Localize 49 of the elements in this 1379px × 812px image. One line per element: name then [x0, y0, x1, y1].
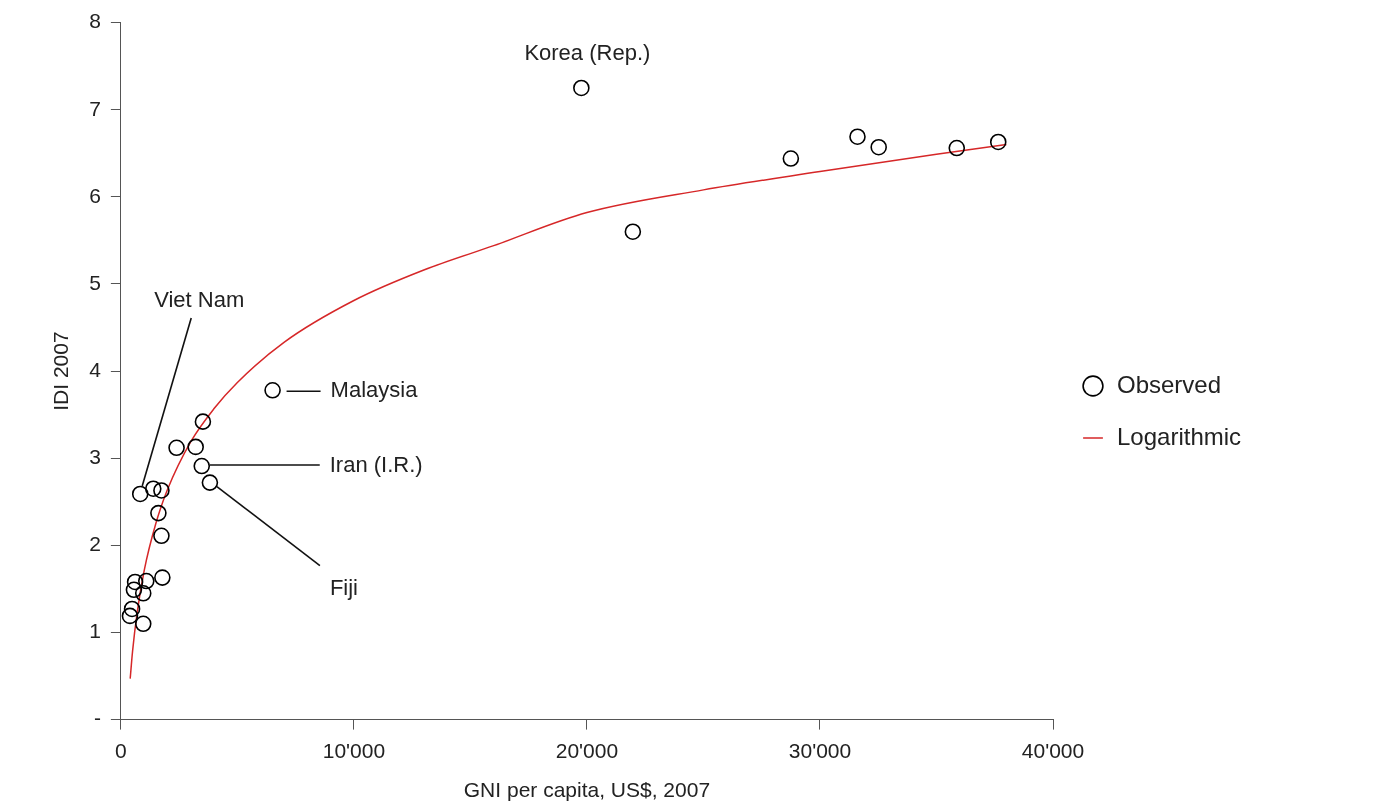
x-tick-label: 0	[115, 739, 127, 762]
point	[131, 485, 149, 503]
point	[134, 615, 152, 633]
point	[948, 139, 966, 157]
point	[782, 150, 800, 167]
point	[168, 439, 185, 457]
annotation: Viet Nam	[154, 287, 245, 313]
annotation: Malaysia	[330, 377, 419, 403]
annotation: Iran (I.R.)	[329, 452, 423, 478]
point	[849, 128, 866, 146]
y-tick-label: 5	[89, 270, 101, 294]
x-tick-label: 30'000	[788, 739, 852, 762]
y-tick-label: 2	[89, 532, 101, 556]
point	[121, 607, 139, 625]
y-tick-label: 8	[89, 9, 101, 33]
point	[134, 584, 152, 602]
point	[989, 133, 1007, 151]
point	[201, 474, 219, 491]
y-axis-title: IDI 2007	[49, 331, 73, 411]
point	[137, 572, 155, 590]
point	[125, 581, 143, 599]
annotation: Fiji	[329, 574, 359, 600]
point	[624, 223, 642, 240]
y-tick-label: -	[93, 706, 101, 730]
point	[126, 573, 144, 591]
point	[123, 600, 141, 618]
x-tick-label: 40'000	[1021, 739, 1085, 762]
point	[187, 438, 204, 456]
point	[154, 569, 171, 586]
x-tick-label: 10'000	[322, 739, 386, 762]
x-axis-title: GNI per capita, US$, 2007	[463, 778, 711, 802]
point	[153, 482, 170, 499]
point	[150, 504, 167, 522]
point	[193, 457, 211, 475]
y-tick-label: 3	[89, 445, 101, 469]
point	[870, 138, 887, 156]
legend-label: Logarithmic	[1117, 422, 1242, 450]
annotation: Korea (Rep.)	[524, 40, 651, 66]
point	[573, 79, 590, 97]
x-tick-label: 20'000	[555, 739, 619, 762]
y-tick-label: 6	[89, 183, 101, 207]
y-tick-label: 1	[89, 619, 101, 643]
point	[144, 480, 162, 498]
y-tick-label: 4	[89, 357, 102, 381]
point	[194, 413, 212, 430]
point	[153, 527, 170, 545]
point	[264, 381, 281, 399]
legend-label: Observed	[1117, 370, 1222, 398]
y-tick-label: 7	[89, 96, 101, 120]
